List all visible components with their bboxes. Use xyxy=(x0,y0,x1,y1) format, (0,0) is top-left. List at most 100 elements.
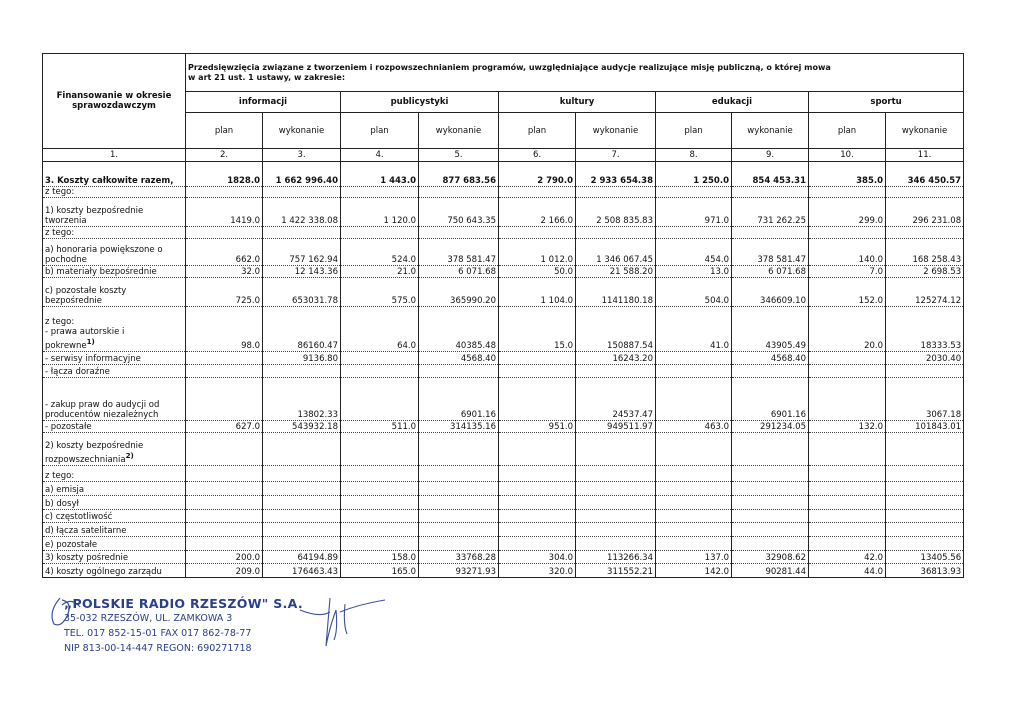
value-cell: 877 683.56 xyxy=(418,161,499,187)
value-cell: 2 790.0 xyxy=(498,161,576,187)
data-row: z tego: xyxy=(42,465,965,482)
row-label: 2) koszty bezpośrednie rozpowszechniania2… xyxy=(42,432,186,466)
value-cell xyxy=(185,432,263,466)
value-cell: 98.0 xyxy=(185,306,263,352)
value-cell: 296 231.08 xyxy=(884,197,965,227)
value-cell: 43905.49 xyxy=(731,306,809,352)
value-cell: 1141180.18 xyxy=(575,277,656,307)
row-label-line: z tego: xyxy=(45,187,75,197)
value-cell: 41.0 xyxy=(655,306,732,352)
data-row: 3. Koszty całkowite razem, 1828.0 1 662 99… xyxy=(42,161,965,187)
value-cell xyxy=(498,377,576,421)
row-label-line: b) materiały bezpośrednie xyxy=(45,267,157,277)
value-cell xyxy=(655,377,732,421)
value-cell xyxy=(884,509,965,523)
group-title-line: Przedsięwzięcia związane z tworzeniem i … xyxy=(188,62,831,72)
value-cell: 346609.10 xyxy=(731,277,809,307)
value-cell: 378 581.47 xyxy=(418,238,499,266)
data-row: a) honoraria powiększone o pochodne 662.0 7… xyxy=(42,238,965,266)
group-title: Przedsięwzięcia związane z tworzeniem i … xyxy=(184,53,965,92)
value-cell: 64.0 xyxy=(340,306,419,352)
stamp-line: TEL. 017 852-15-01 FAX 017 862-78-77 xyxy=(64,628,252,639)
sub-header: plan xyxy=(185,112,263,149)
row-label-line: tworzenia xyxy=(45,216,87,226)
value-cell: 2 508 835.83 xyxy=(575,197,656,227)
data-row: - łącza doraźne xyxy=(42,364,965,378)
value-cell: 299.0 xyxy=(808,197,886,227)
row-label-line: - łącza doraźne xyxy=(45,367,110,377)
value-cell: 757 162.94 xyxy=(262,238,341,266)
data-row: z tego: xyxy=(42,226,965,239)
row-label: c) pozostałe koszty bezpośrednie xyxy=(42,277,186,307)
data-row: 4) koszty ogólnego zarządu 209.0 176463.43… xyxy=(42,563,965,578)
value-cell: 125274.12 xyxy=(884,277,965,307)
row-label-line: - serwisy informacyjne xyxy=(45,354,141,364)
header-row: Finansowanie w okresie sprawozdawczym Prz… xyxy=(42,53,965,149)
value-cell: 3067.18 xyxy=(884,377,965,421)
stamp-line: „POLSKIE RADIO RZESZÓW" S.A. xyxy=(64,596,303,611)
value-cell: 346 450.57 xyxy=(884,161,965,187)
value-cell: 2 166.0 xyxy=(498,197,576,227)
value-cell xyxy=(655,432,732,466)
cost-table: Finansowanie w okresie sprawozdawczym Prz… xyxy=(42,53,965,578)
value-cell: 385.0 xyxy=(808,161,886,187)
data-row: - serwisy informacyjne 9136.80 4568.40 1624… xyxy=(42,351,965,365)
data-row: e) pozostałe xyxy=(42,536,965,551)
column-number: 1. xyxy=(42,148,186,162)
row-label: z tego: - prawa autorskie i pokrewne1) xyxy=(42,306,186,352)
value-cell xyxy=(262,432,341,466)
footnote-mark: 2) xyxy=(125,451,134,461)
value-cell: 2 698.53 xyxy=(884,265,965,278)
column-number: 11. xyxy=(884,148,965,162)
value-cell xyxy=(884,226,965,239)
row-label-line: d) łącza satelitarne xyxy=(45,526,127,536)
row-label-line: 1) koszty bezpośrednie xyxy=(45,206,144,216)
data-row: c) pozostałe koszty bezpośrednie 725.0 6530… xyxy=(42,277,965,307)
value-cell xyxy=(808,432,886,466)
value-cell: 18333.53 xyxy=(884,306,965,352)
value-cell xyxy=(884,522,965,537)
stamp-line: 35-032 RZESZÓW, UL. ZAMKOWA 3 xyxy=(64,613,233,624)
data-row: a) emisja xyxy=(42,481,965,496)
value-cell: 13405.56 xyxy=(884,550,965,564)
value-cell: 2 933 654.38 xyxy=(575,161,656,187)
value-cell: 1828.0 xyxy=(185,161,263,187)
value-cell: 2030.40 xyxy=(884,351,965,365)
row-label-line: 4) koszty ogólnego zarządu xyxy=(45,567,162,577)
column-number: 3. xyxy=(262,148,341,162)
value-cell: 168 258.43 xyxy=(884,238,965,266)
row-label-line: bezpośrednie xyxy=(45,296,103,306)
value-cell: 575.0 xyxy=(340,277,419,307)
value-cell xyxy=(418,432,499,466)
data-row: d) łącza satelitarne xyxy=(42,522,965,537)
value-cell xyxy=(340,377,419,421)
row-label-line: - zakup praw do audycji od xyxy=(45,400,160,410)
value-cell: 1 012.0 xyxy=(498,238,576,266)
value-cell: 454.0 xyxy=(655,238,732,266)
row-label-line: producentów niezależnych xyxy=(45,410,159,420)
sub-header: wykonanie xyxy=(418,112,499,149)
value-cell xyxy=(884,432,965,466)
column-number: 8. xyxy=(655,148,732,162)
sub-header: plan xyxy=(655,112,732,149)
data-row: z tego: xyxy=(42,186,965,198)
row-label-line: z tego: xyxy=(45,317,75,328)
value-cell: 1 422 338.08 xyxy=(262,197,341,227)
value-cell xyxy=(884,186,965,198)
value-cell: 13802.33 xyxy=(262,377,341,421)
column-number: 10. xyxy=(808,148,886,162)
value-cell xyxy=(185,377,263,421)
value-cell: 378 581.47 xyxy=(731,238,809,266)
footnote-mark: 1) xyxy=(86,337,95,347)
value-cell xyxy=(340,432,419,466)
value-cell: 36813.93 xyxy=(884,563,965,578)
row-label: 1) koszty bezpośrednie tworzenia xyxy=(42,197,186,227)
value-cell: 365990.20 xyxy=(418,277,499,307)
data-row: c) częstotliwość xyxy=(42,509,965,523)
signature xyxy=(299,597,386,647)
value-cell: 854 453.31 xyxy=(731,161,809,187)
row-label-line: pokrewne1) xyxy=(45,337,95,351)
stamp-line: NIP 813-00-14-447 REGON: 690271718 xyxy=(64,643,252,654)
